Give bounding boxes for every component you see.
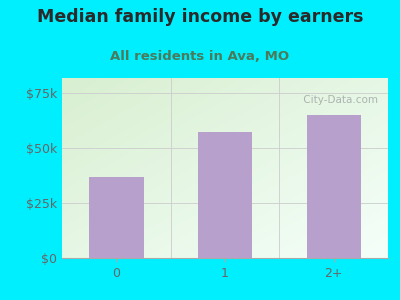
Text: City-Data.com: City-Data.com bbox=[300, 94, 378, 105]
Bar bbox=[198, 132, 252, 258]
Text: Median family income by earners: Median family income by earners bbox=[37, 8, 363, 26]
Text: All residents in Ava, MO: All residents in Ava, MO bbox=[110, 50, 290, 62]
Bar bbox=[306, 115, 361, 258]
Bar bbox=[89, 177, 144, 258]
